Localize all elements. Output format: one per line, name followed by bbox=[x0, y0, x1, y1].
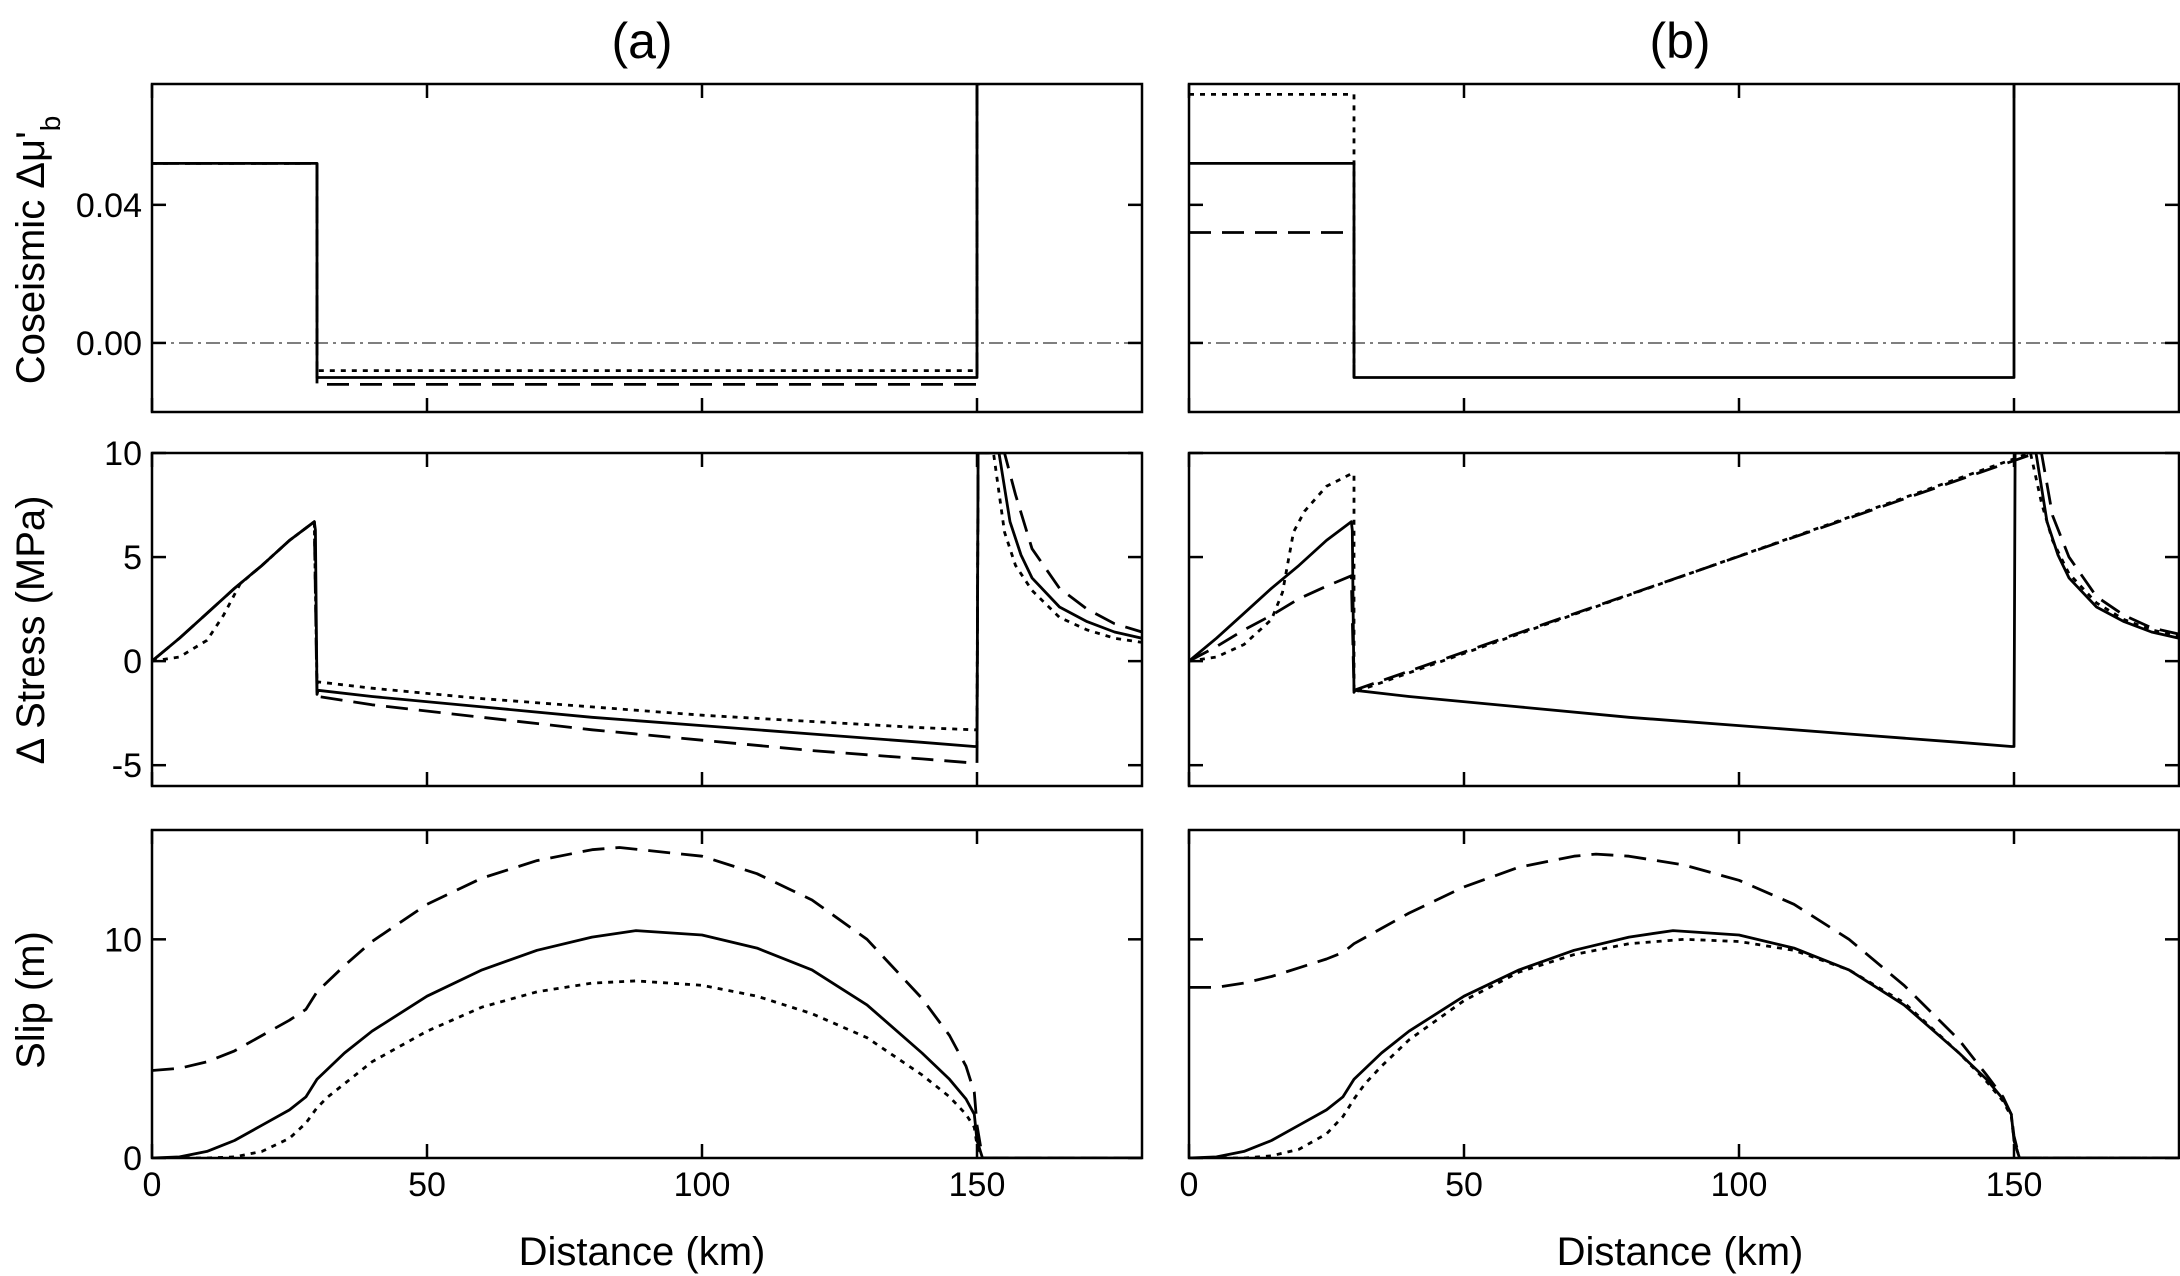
plot-a-row2-ytick-label: 0 bbox=[123, 1140, 142, 1178]
plot-a-row1-series-dashed bbox=[152, 453, 1142, 765]
row-label-slip: Slip (m) bbox=[9, 931, 53, 1069]
plot-a-row2: 0 50 100 150 0 10 bbox=[104, 828, 1144, 1204]
plot-b-row0 bbox=[1187, 82, 2180, 414]
plot-b-row1-frame bbox=[1187, 451, 2180, 788]
plot-a-row2-ytick-label: 10 bbox=[104, 921, 142, 959]
plot-a-row1-frame bbox=[150, 451, 1144, 788]
plot-b-row2-xtick-label: 0 bbox=[1180, 1166, 1199, 1204]
x-axis-label-a: Distance (km) bbox=[519, 1230, 766, 1274]
plot-b-row2-series-dotted bbox=[1189, 937, 2179, 1158]
plot-a-row1-ytick-label: -5 bbox=[112, 747, 142, 785]
plot-b-row2: 0 50 100 150 bbox=[1180, 828, 2180, 1204]
plot-a-row2-xtick-label: 0 bbox=[143, 1166, 162, 1204]
plot-a-row2-xtick-label: 50 bbox=[408, 1166, 446, 1204]
plot-a-row2-series-dashed bbox=[152, 846, 1142, 1158]
x-axis-label-b: Distance (km) bbox=[1557, 1230, 1804, 1274]
plot-a-row1: -5 0 5 10 bbox=[104, 435, 1144, 788]
plot-b-row2-series-solid bbox=[1189, 929, 2179, 1158]
plot-b-row2-frame bbox=[1187, 828, 2180, 1160]
plot-a-row1-series-dotted bbox=[152, 453, 1142, 732]
plot-b-row2-xtick-label: 50 bbox=[1445, 1166, 1483, 1204]
plot-a-row2-frame bbox=[150, 828, 1144, 1160]
plot-a-row0: 0.00 0.04 bbox=[76, 82, 1144, 414]
plot-b-row1-series-dotted bbox=[1189, 453, 2179, 694]
plot-b-row2-xtick-label: 150 bbox=[1986, 1166, 2043, 1204]
plot-a-row2-series-dotted bbox=[152, 979, 1142, 1158]
plot-a-row1-series-solid bbox=[152, 453, 1142, 748]
plot-a-row2-xtick-label: 100 bbox=[674, 1166, 731, 1204]
plot-b-row2-series-dashed bbox=[1189, 852, 2179, 1158]
plot-b-row0-series-solid bbox=[1189, 84, 2016, 379]
panel-title-b: (b) bbox=[1649, 13, 1710, 69]
panel-title-a: (a) bbox=[611, 13, 672, 69]
plot-a-row1-ytick-label: 10 bbox=[104, 435, 142, 473]
plot-a-row0-ytick-label: 0.04 bbox=[76, 187, 142, 225]
plot-b-row0-frame bbox=[1187, 82, 2180, 414]
plot-a-row0-series-dashed bbox=[152, 84, 979, 386]
plot-a-row1-ytick-label: 0 bbox=[123, 643, 142, 681]
plot-a-row0-frame bbox=[150, 82, 1144, 414]
plot-a-row0-ytick-label: 0.00 bbox=[76, 325, 142, 363]
plot-a-row2-xtick-label: 150 bbox=[949, 1166, 1006, 1204]
plot-b-row1 bbox=[1187, 451, 2180, 788]
plot-b-row1-series-dashed bbox=[1189, 453, 2179, 692]
row-label-stress: Δ Stress (MPa) bbox=[9, 496, 53, 765]
plot-b-row1-series-solid bbox=[1189, 453, 2179, 748]
plot-a-row1-ytick-label: 5 bbox=[123, 539, 142, 577]
plot-b-row0-series-dashed bbox=[1189, 231, 1356, 378]
plot-b-row2-xtick-label: 100 bbox=[1711, 1166, 1768, 1204]
plot-a-row0-series-solid bbox=[152, 84, 980, 379]
row-label-mu: Coseismic Δμ'b bbox=[9, 116, 66, 385]
plot-a-row0-series-dotted bbox=[152, 84, 979, 373]
plot-a-row2-series-solid bbox=[152, 929, 1142, 1158]
plot-b-row0-series-dotted bbox=[1189, 93, 1356, 378]
